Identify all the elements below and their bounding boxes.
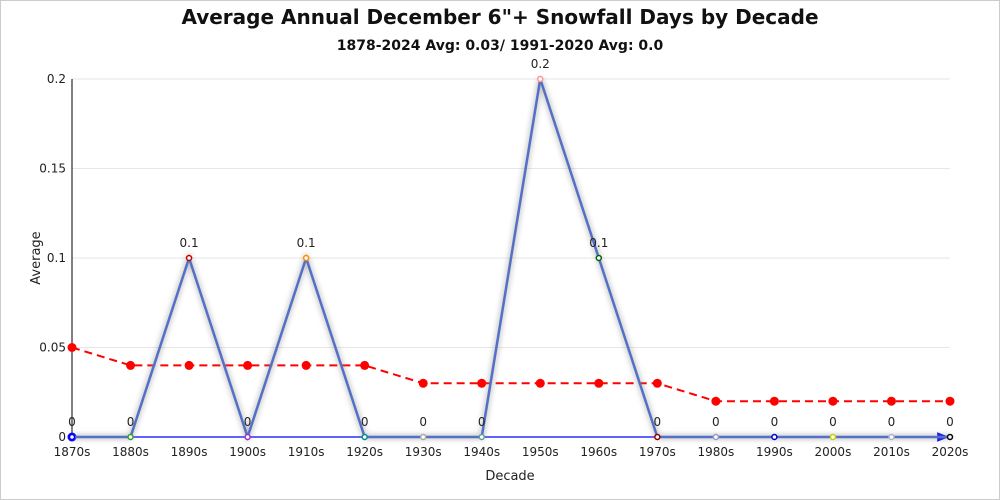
data-label: 0 [478,415,486,429]
average-point [594,378,604,388]
average-point [418,378,428,388]
data-label: 0 [771,415,779,429]
y-axis-label: Average [29,231,44,284]
average-point [711,396,721,406]
x-tick-label: 2010s [873,445,910,459]
x-axis-label: Decade [485,469,534,484]
x-tick-label: 1910s [288,445,325,459]
data-point [595,254,603,262]
y-tick-label: 0.15 [39,162,66,176]
data-point [478,433,485,441]
data-point [771,433,778,441]
data-label: 0 [888,415,896,429]
data-label: 0 [68,415,76,429]
chart-subtitle: 1878-2024 Avg: 0.03/ 1991-2020 Avg: 0.0 [337,38,664,54]
x-tick-label: 1970s [639,445,676,459]
average-point [828,396,838,406]
average-point [301,360,311,370]
x-tick-label: 1870s [54,445,91,459]
average-point [126,360,136,370]
data-label: 0 [127,415,135,429]
average-point [67,343,77,352]
x-tick-label: 1980s [697,445,734,459]
x-tick-label: 1920s [346,445,383,459]
data-point [185,254,193,262]
average-point [184,360,194,370]
data-label: 0.1 [297,236,316,250]
data-point [888,433,895,441]
data-label: 0 [244,415,252,429]
data-point [654,433,661,441]
data-label: 0 [419,415,427,429]
y-tick-label: 0.1 [47,251,66,265]
average-point [477,378,487,388]
x-tick-label: 1940s [463,445,500,459]
data-point [361,433,368,441]
data-label: 0 [361,415,369,429]
x-tick-label: 1890s [171,445,208,459]
main-line [72,78,950,442]
x-tick-label: 1990s [756,445,793,459]
average-point [886,396,896,406]
x-tick-label: 1950s [522,445,559,459]
data-label: 0.1 [589,236,608,250]
x-tick-label: 1880s [112,445,149,459]
data-point [946,433,954,441]
average-line [71,346,950,403]
average-point [945,396,955,406]
x-tick-label: 2000s [815,445,852,459]
data-label: 0 [654,415,662,429]
data-point [537,75,544,83]
data-label: 0 [829,415,837,429]
average-point [535,378,545,388]
average-point [360,360,370,370]
average-point [652,378,662,388]
x-tick-label: 1930s [405,445,442,459]
data-point [302,254,310,262]
y-tick-label: 0 [58,430,66,444]
average-point [243,360,253,370]
chart-title: Average Annual December 6"+ Snowfall Day… [181,5,818,29]
data-label: 0.1 [180,236,199,250]
data-point [419,433,427,441]
x-tick-label: 1900s [229,445,266,459]
average-point [769,396,779,406]
data-point [127,433,134,441]
data-point [244,433,251,441]
y-tick-label: 0.05 [39,341,66,355]
data-point [712,433,720,441]
x-tick-label: 2020s [932,445,969,459]
data-point [68,433,76,441]
x-tick-label: 1960s [580,445,617,459]
data-point [829,433,837,441]
data-label: 0.2 [531,57,550,71]
y-tick-label: 0.2 [47,72,66,86]
data-label: 0 [946,415,954,429]
data-label: 0 [712,415,720,429]
